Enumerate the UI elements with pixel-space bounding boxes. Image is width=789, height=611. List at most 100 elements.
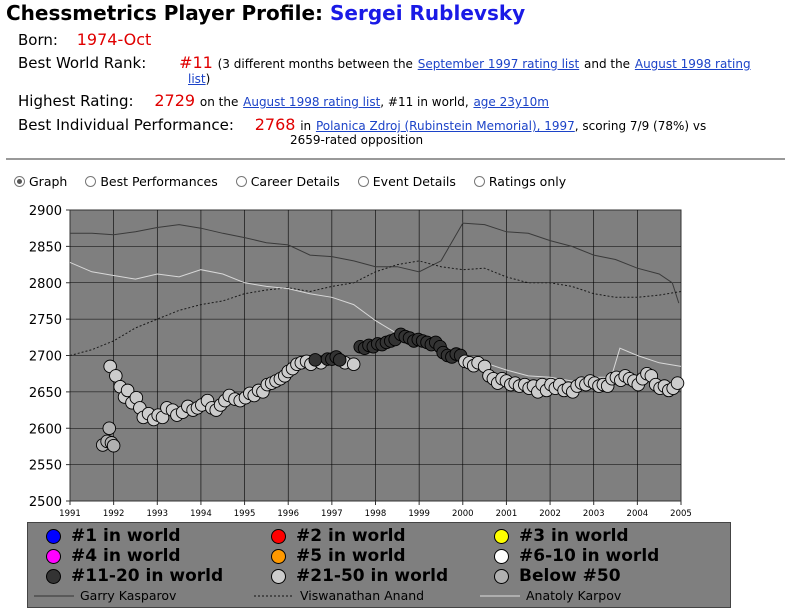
- legend-line-kasparov-label: Garry Kasparov: [80, 588, 177, 603]
- x-tick-label: 1992: [103, 509, 125, 519]
- legend-swatch-rank21-50: [271, 568, 286, 584]
- radio-graph[interactable]: [14, 176, 25, 187]
- legend-item-rank5: #5 in world: [271, 546, 406, 566]
- player-name: Sergei Rublevsky: [330, 1, 526, 25]
- aug-1998-link-cont[interactable]: list: [188, 72, 206, 86]
- series-line-garry-kasparov: [70, 222, 680, 304]
- born-label: Born:: [18, 31, 58, 49]
- data-point-r21_50: [346, 357, 361, 371]
- highest-rating-value: 2729: [154, 91, 196, 110]
- legend-label-rank3: #3 in world: [519, 526, 629, 546]
- tab-event-details-label: Event Details: [372, 174, 456, 189]
- legend-swatch-rank3: [494, 528, 509, 544]
- legend-swatch-rank1: [46, 528, 61, 544]
- x-tick-label: 1996: [277, 509, 299, 519]
- highest-rating-label: Highest Rating:: [18, 92, 134, 110]
- radio-ratings-only[interactable]: [473, 176, 485, 187]
- view-options: Graph Best Performances Career Details E…: [14, 174, 580, 190]
- legend-line-kasparov: Garry Kasparov: [34, 588, 176, 603]
- legend-item-below50: Below #50: [494, 566, 621, 586]
- best-rank-row: Best World Rank: #11 (3 different months…: [18, 53, 751, 72]
- legend-swatch-below50: [494, 568, 509, 584]
- legend-label-rank11-20: #11-20 in world: [71, 566, 224, 586]
- page-title-prefix: Chessmetrics Player Profile:: [6, 1, 324, 25]
- data-point-r11_20: [308, 353, 323, 367]
- legend-swatch-rank2: [271, 528, 286, 544]
- legend-line-anand-label: Viswanathan Anand: [300, 588, 425, 603]
- best-performance-text3: 2659-rated opposition: [290, 133, 424, 147]
- y-tick-label: 2900: [29, 204, 62, 219]
- y-tick-label: 2850: [29, 240, 62, 255]
- tab-ratings-only[interactable]: Ratings only: [473, 174, 567, 189]
- legend-label-rank4: #4 in world: [71, 546, 181, 566]
- legend-item-rank3: #3 in world: [494, 526, 629, 546]
- tab-career-details[interactable]: Career Details: [235, 174, 340, 189]
- best-rank-label: Best World Rank:: [18, 54, 147, 72]
- highest-rating-text1: on the: [199, 95, 239, 109]
- tab-ratings-only-label: Ratings only: [488, 174, 567, 189]
- tab-graph-label: Graph: [29, 174, 68, 189]
- aug-1998-link[interactable]: August 1998 rating: [634, 57, 751, 71]
- tab-career-details-label: Career Details: [250, 174, 340, 189]
- legend-item-rank1: #1 in world: [46, 526, 181, 546]
- legend-label-below50: Below #50: [519, 566, 621, 586]
- tab-best-performances[interactable]: Best Performances: [85, 174, 218, 189]
- y-tick-label: 2650: [29, 386, 62, 401]
- x-tick-label: 2002: [539, 509, 561, 519]
- best-performance-text1: in: [300, 119, 312, 133]
- legend-item-rank2: #2 in world: [271, 526, 406, 546]
- x-tick-label: 2001: [496, 509, 518, 519]
- divider: [6, 158, 785, 160]
- best-performance-label: Best Individual Performance:: [18, 116, 234, 134]
- x-tick-label: 1998: [365, 509, 387, 519]
- legend-item-rank11-20: #11-20 in world: [46, 566, 223, 586]
- best-performance-value: 2768: [254, 115, 296, 134]
- legend-swatch-rank4: [46, 548, 61, 564]
- x-tick-label: 2004: [627, 509, 649, 519]
- y-tick-label: 2800: [29, 277, 62, 292]
- best-rank-value: #11: [179, 53, 213, 72]
- legend-line-karpov: Anatoly Karpov: [480, 588, 621, 603]
- best-rank-text2: and the: [583, 57, 631, 71]
- best-performance-row: Best Individual Performance: 2768 in Pol…: [18, 115, 706, 134]
- age-link[interactable]: age 23y10m: [473, 95, 549, 109]
- highest-rating-row: Highest Rating: 2729 on the August 1998 …: [18, 91, 549, 110]
- y-tick-label: 2500: [29, 495, 62, 510]
- x-tick-label: 1995: [234, 509, 256, 519]
- radio-event-details[interactable]: [357, 176, 369, 187]
- data-point-below50: [106, 438, 121, 453]
- x-tick-label: 2003: [583, 509, 605, 519]
- x-tick-label: 1999: [408, 509, 430, 519]
- data-point-below50: [102, 421, 117, 435]
- best-performance-text2: , scoring 7/9 (78%) vs: [574, 119, 707, 133]
- born-row: Born: 1974-Oct: [18, 30, 151, 49]
- x-tick-label: 1994: [190, 509, 212, 519]
- radio-career-details[interactable]: [235, 176, 247, 187]
- legend-item-rank21-50: #21-50 in world: [271, 566, 448, 586]
- tab-event-details[interactable]: Event Details: [357, 174, 456, 189]
- legend-line-anand: Viswanathan Anand: [254, 588, 424, 603]
- x-tick-label: 1991: [59, 509, 81, 519]
- legend-swatch-rank11-20: [46, 568, 61, 584]
- legend-label-rank5: #5 in world: [296, 546, 406, 566]
- sept-1997-link[interactable]: September 1997 rating list: [417, 57, 580, 71]
- legend-line-karpov-label: Anatoly Karpov: [526, 588, 622, 603]
- best-rank-text3: ): [205, 72, 211, 86]
- chart-legend: #1 in world #2 in world #3 in world #4 i…: [27, 522, 731, 608]
- y-tick-label: 2700: [29, 350, 62, 365]
- data-point-r21_50: [120, 383, 135, 398]
- aug-1998-rating-link[interactable]: August 1998 rating list: [243, 95, 381, 109]
- best-rank-text1: (3 different months between the: [217, 57, 413, 71]
- rating-chart: 2500 2550 2600 2650 2700 2750 2800 2850 2900 1991…: [29, 204, 692, 519]
- page-title: Chessmetrics Player Profile: Sergei Rubl…: [6, 1, 525, 25]
- tab-graph[interactable]: Graph: [14, 174, 67, 189]
- x-tick-label: 1997: [321, 509, 343, 519]
- legend-label-rank2: #2 in world: [296, 526, 406, 546]
- legend-line-karpov-sample: [480, 595, 520, 596]
- legend-label-rank21-50: #21-50 in world: [296, 566, 449, 586]
- radio-best-performances[interactable]: [85, 176, 97, 187]
- polanica-link[interactable]: Polanica Zdroj (Rubinstein Memorial), 19…: [315, 119, 575, 133]
- y-tick-label: 2550: [29, 459, 62, 474]
- tab-best-performances-label: Best Performances: [100, 174, 218, 189]
- data-point-r21_50: [670, 376, 685, 390]
